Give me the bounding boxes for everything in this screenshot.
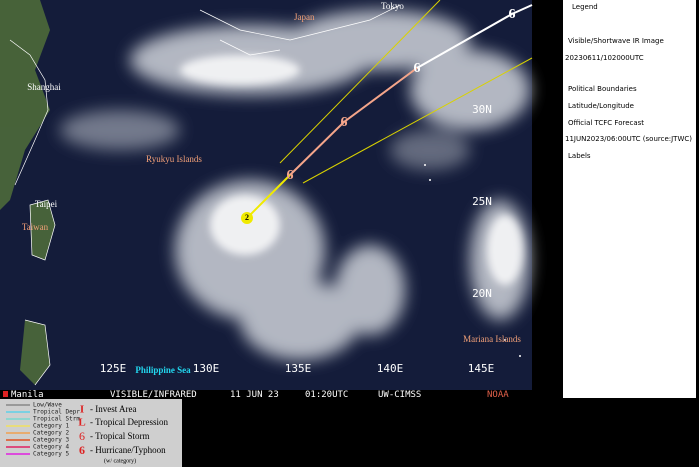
place-label: Japan: [294, 12, 315, 22]
longitude-label: 140E: [377, 362, 404, 375]
legend-item: Visible/Shortwave IR Image: [568, 37, 664, 45]
track-legend-line: Category 2: [33, 430, 70, 437]
place-label: Ryukyu Islands: [146, 154, 202, 164]
longitude-label: 135E: [285, 362, 312, 375]
track-legend-line: Category 3: [33, 437, 70, 444]
svg-text:6: 6: [287, 168, 294, 183]
legend-note: (w/ category): [104, 457, 136, 464]
legend-item: Political Boundaries: [568, 85, 637, 93]
place-label: Mariana Islands: [463, 334, 521, 344]
svg-text:6: 6: [79, 443, 85, 457]
legend-item: Official TCFC Forecast: [568, 119, 644, 127]
forecast-cone: [279, 0, 533, 184]
place-label: Tokyo: [381, 1, 404, 11]
longitude-labels: 125E 130E 135E 140E 145E: [100, 362, 495, 375]
latitude-label: 30N: [472, 103, 492, 116]
legend-item: Labels: [568, 152, 591, 160]
legend-panel: Legend Visible/Shortwave IR Image 202306…: [563, 0, 696, 398]
track-legend-line: Category 5: [33, 451, 70, 458]
banner-product: VISIBLE/INFRARED: [110, 390, 197, 400]
track-legend-line: Low/Wave: [33, 402, 62, 409]
track-legend-line: Tropical Depr: [33, 409, 80, 416]
storm-marker: 2: [245, 213, 249, 222]
track-legend: Low/Wave Tropical Depr Tropical Strm Cat…: [0, 399, 182, 467]
legend-item: 20230611/102000UTC: [565, 54, 644, 62]
svg-text:6: 6: [414, 61, 421, 76]
latitude-label: 25N: [472, 195, 492, 208]
latitude-label: 20N: [472, 287, 492, 300]
place-label: Shanghai: [27, 82, 61, 92]
svg-text:6: 6: [341, 115, 348, 130]
latitude-labels: 30N 25N 20N: [472, 103, 492, 300]
legend-glyph: L: [78, 417, 85, 429]
forecast-track: [246, 4, 533, 219]
forecast-points: 2 6 6 6 6: [241, 7, 516, 224]
svg-text:6: 6: [509, 7, 516, 22]
legend-item: Latitude/Longitude: [568, 102, 634, 110]
longitude-label: 145E: [468, 362, 495, 375]
place-label: Philippine Sea: [135, 365, 191, 375]
track-legend-line: Category 1: [33, 423, 70, 430]
banner-source: UW-CIMSS: [378, 390, 421, 400]
banner-time: 01:20UTC: [305, 390, 348, 400]
place-label: Taipei: [35, 199, 58, 209]
legend-symbol: - Hurricane/Typhoon: [90, 445, 166, 455]
satellite-image: [0, 0, 532, 390]
longitude-label: 130E: [193, 362, 220, 375]
legend-symbol: - Tropical Depression: [90, 417, 168, 427]
place-label: Taiwan: [22, 222, 49, 232]
banner-date: 11 JUN 23: [230, 390, 279, 400]
legend-title: Legend: [572, 3, 598, 11]
svg-text:6: 6: [79, 429, 85, 443]
track-legend-line: Tropical Strm: [33, 416, 80, 423]
banner-logo: NOAA: [487, 390, 509, 400]
banner: Manila VISIBLE/INFRARED 11 JUN 23 01:20U…: [0, 390, 532, 400]
legend-symbol: - Tropical Storm: [90, 431, 150, 441]
track-legend-line: Category 4: [33, 444, 70, 451]
legend-symbol: - Invest Area: [90, 404, 136, 414]
longitude-label: 125E: [100, 362, 127, 375]
legend-glyph: I: [80, 404, 84, 416]
place-label: Manila: [11, 390, 44, 400]
place-labels: Japan Tokyo Shanghai Ryukyu Islands Taip…: [22, 1, 522, 375]
legend-item: 11JUN2023/06:00UTC (source:JTWC): [565, 135, 692, 143]
